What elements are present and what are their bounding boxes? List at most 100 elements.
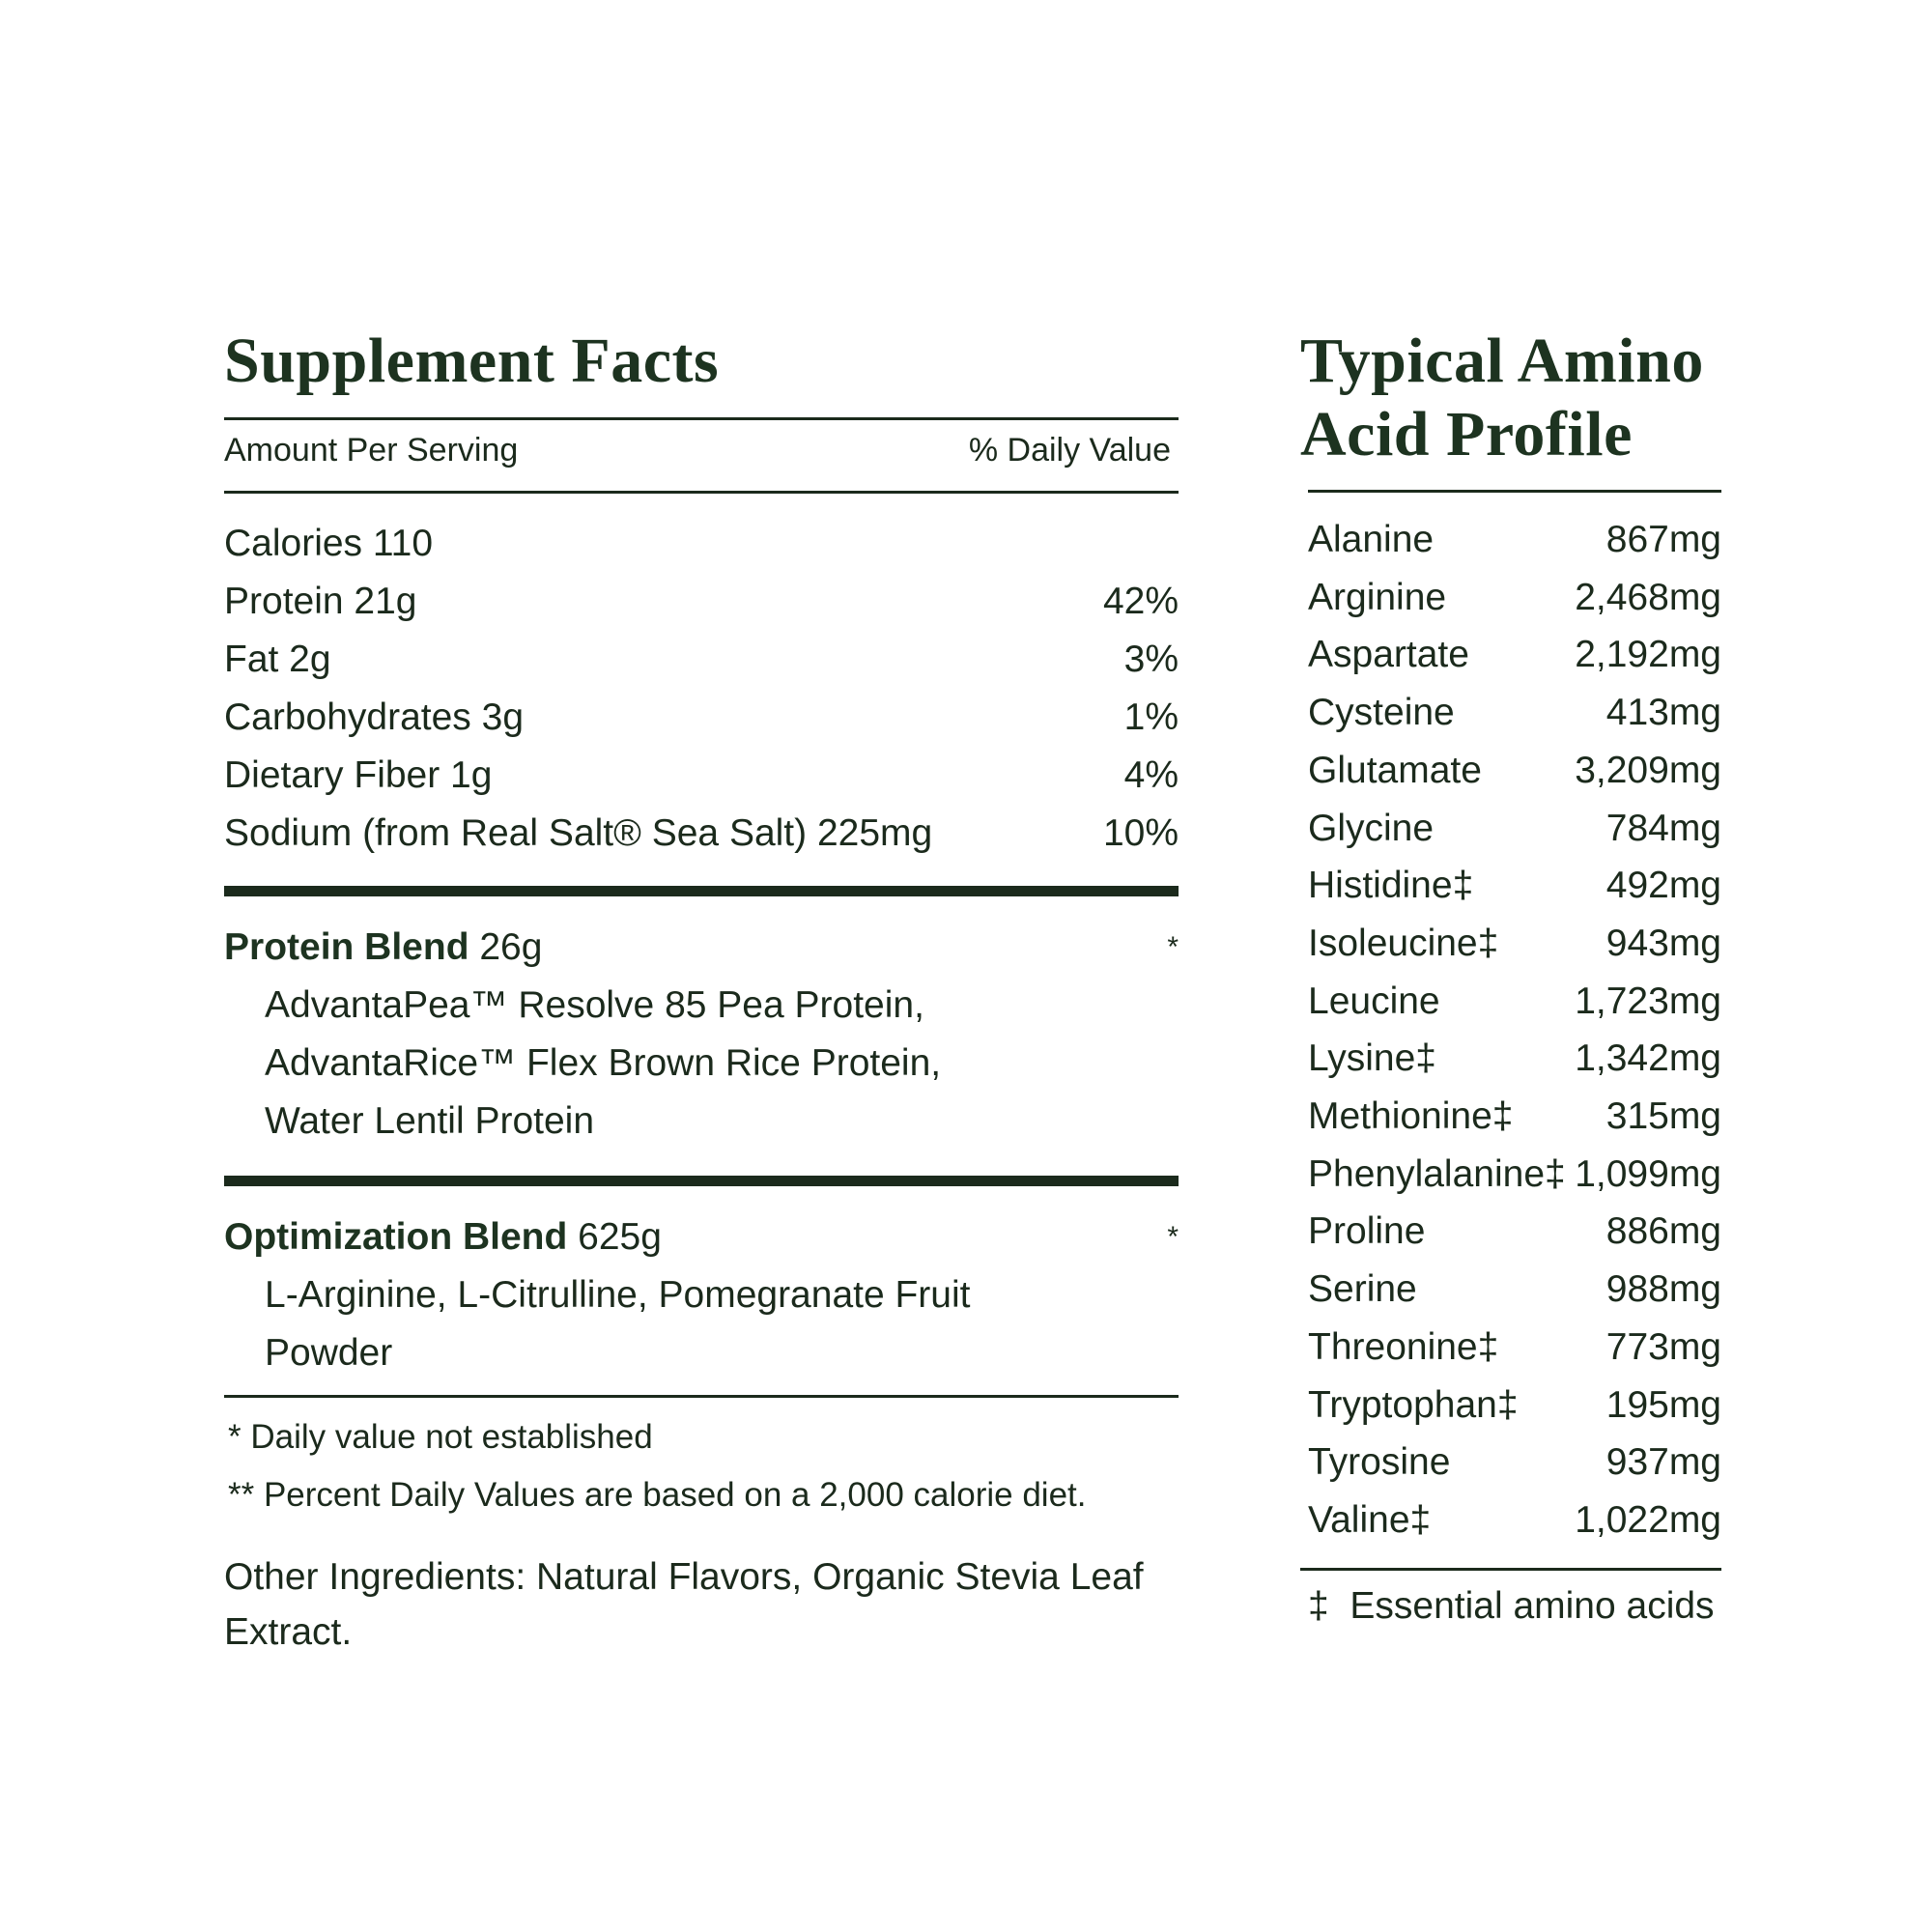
amino-name: Tyrosine (1308, 1441, 1451, 1484)
other-ingredients: Other Ingredients: Natural Flavors, Orga… (224, 1549, 1144, 1660)
amino-amount: 3,209mg (1575, 749, 1721, 791)
amino-name: Aspartate (1308, 634, 1469, 676)
nutrient-label: Sodium (from Real Salt® Sea Salt) 225mg (224, 812, 933, 854)
supplement-facts-title: Supplement Facts (224, 326, 720, 396)
optimization-blend-ingredient: L-Arginine, L-Citrulline, Pomegranate Fr… (265, 1274, 971, 1316)
amino-amount: 1,723mg (1575, 980, 1721, 1022)
amino-amount: 195mg (1605, 1383, 1721, 1426)
amino-row: Glycine 784mg (1308, 800, 1721, 858)
thick-divider (224, 1176, 1179, 1186)
divider (1308, 490, 1721, 493)
nutrient-label: Calories 110 (224, 523, 434, 564)
amino-row: Alanine 867mg (1308, 511, 1721, 569)
divider (224, 1395, 1179, 1398)
amino-profile-title: Typical Amino Acid Profile (1300, 325, 1704, 471)
amino-row: Threonine‡ 773mg (1308, 1319, 1721, 1377)
amino-name: Lysine‡ (1308, 1037, 1436, 1080)
amino-amount: 988mg (1605, 1268, 1721, 1311)
amino-title-line: Typical Amino (1300, 326, 1704, 396)
divider (1300, 1568, 1721, 1571)
amino-name: Serine (1308, 1268, 1417, 1311)
footnote: ** Percent Daily Values are based on a 2… (228, 1476, 1087, 1514)
amino-name: Cysteine (1308, 692, 1455, 734)
amino-footnote: ‡ Essential amino acids (1308, 1585, 1715, 1627)
amino-amount: 2,192mg (1575, 634, 1721, 676)
amino-amount: 315mg (1605, 1095, 1721, 1137)
amino-row: Histidine‡ 492mg (1308, 857, 1721, 915)
nutrient-row: Protein 21g 42% (224, 573, 1179, 631)
amino-amount: 2,468mg (1575, 576, 1721, 618)
amino-row: Glutamate 3,209mg (1308, 742, 1721, 800)
amino-amount: 1,342mg (1575, 1037, 1721, 1080)
amino-amount: 1,022mg (1575, 1498, 1721, 1541)
amino-amount: 943mg (1605, 922, 1721, 964)
protein-blend-amount: 26g (469, 926, 543, 968)
amino-amount: 937mg (1605, 1441, 1721, 1484)
divider (224, 491, 1179, 494)
amino-name: Valine‡ (1308, 1498, 1432, 1541)
nutrient-dv: 42% (1102, 581, 1179, 622)
protein-blend-dv: * (1167, 931, 1179, 963)
amino-amount: 1,099mg (1575, 1152, 1721, 1195)
amino-name: Histidine‡ (1308, 865, 1474, 907)
amino-amount: 886mg (1605, 1210, 1721, 1253)
amino-amount: 492mg (1605, 865, 1721, 907)
amino-amount: 784mg (1605, 807, 1721, 849)
nutrient-label: Protein 21g (224, 581, 417, 622)
nutrient-row: Dietary Fiber 1g 4% (224, 747, 1179, 805)
protein-blend-name: Protein Blend (224, 926, 469, 968)
nutrient-label: Fat 2g (224, 639, 331, 680)
amino-row: Cysteine 413mg (1308, 684, 1721, 742)
footnote: * Daily value not established (228, 1418, 653, 1456)
amino-name: Threonine‡ (1308, 1325, 1499, 1368)
protein-blend-ingredient: AdvantaPea™ Resolve 85 Pea Protein, (265, 984, 924, 1026)
optimization-blend-dv: * (1167, 1221, 1179, 1253)
amount-per-serving-header: Amount Per Serving (224, 432, 519, 469)
nutrient-label: Carbohydrates 3g (224, 696, 525, 738)
nutrient-row: Carbohydrates 3g 1% (224, 689, 1179, 747)
amino-name: Arginine (1308, 576, 1447, 618)
nutrient-dv: 4% (1123, 754, 1179, 796)
other-ingredients-line: Extract. (224, 1611, 353, 1653)
amino-row: Tyrosine 937mg (1308, 1434, 1721, 1492)
amino-row: Valine‡ 1,022mg (1308, 1492, 1721, 1549)
optimization-blend-amount: 625g (567, 1216, 662, 1258)
amino-row: Lysine‡ 1,342mg (1308, 1030, 1721, 1088)
nutrient-row: Sodium (from Real Salt® Sea Salt) 225mg 1… (224, 805, 1179, 863)
optimization-blend: Optimization Blend 625g * L-Arginine, L-… (224, 1208, 1179, 1382)
nutrient-dv: 1% (1123, 696, 1179, 738)
nutrient-row: Fat 2g 3% (224, 631, 1179, 689)
nutrient-dv: 3% (1123, 639, 1179, 680)
optimization-blend-ingredient: Powder (265, 1332, 393, 1374)
thick-divider (224, 886, 1179, 896)
protein-blend-ingredient: Water Lentil Protein (265, 1100, 595, 1142)
amino-row: Phenylalanine‡ 1,099mg (1308, 1146, 1721, 1204)
nutrient-row: Calories 110 (224, 515, 1179, 573)
amino-row: Arginine 2,468mg (1308, 569, 1721, 627)
amino-row: Tryptophan‡ 195mg (1308, 1377, 1721, 1435)
optimization-blend-name: Optimization Blend (224, 1216, 568, 1258)
amino-name: Isoleucine‡ (1308, 922, 1499, 964)
amino-amount: 773mg (1605, 1325, 1721, 1368)
amino-row: Leucine 1,723mg (1308, 973, 1721, 1031)
daily-value-header: % Daily Value (968, 432, 1171, 469)
amino-name: Leucine (1308, 980, 1440, 1022)
amino-title-line: Acid Profile (1300, 399, 1633, 469)
amino-name: Glycine (1308, 807, 1435, 849)
amino-name: Alanine (1308, 519, 1435, 560)
amino-row: Proline 886mg (1308, 1203, 1721, 1261)
divider (224, 417, 1179, 420)
amino-row: Isoleucine‡ 943mg (1308, 915, 1721, 973)
amino-name: Proline (1308, 1210, 1426, 1253)
amino-name: Glutamate (1308, 749, 1482, 791)
other-ingredients-line: Other Ingredients: Natural Flavors, Orga… (224, 1556, 1144, 1598)
footnotes: * Daily value not established ** Percent… (228, 1408, 1087, 1524)
amino-name: Phenylalanine‡ (1308, 1152, 1566, 1195)
amino-row: Aspartate 2,192mg (1308, 626, 1721, 684)
amino-row: Serine 988mg (1308, 1261, 1721, 1319)
amino-name: Tryptophan‡ (1308, 1383, 1519, 1426)
nutrient-label: Dietary Fiber 1g (224, 754, 493, 796)
nutrient-dv: 10% (1102, 812, 1179, 854)
amino-name: Methionine‡ (1308, 1095, 1514, 1137)
amino-amount: 413mg (1605, 692, 1721, 734)
